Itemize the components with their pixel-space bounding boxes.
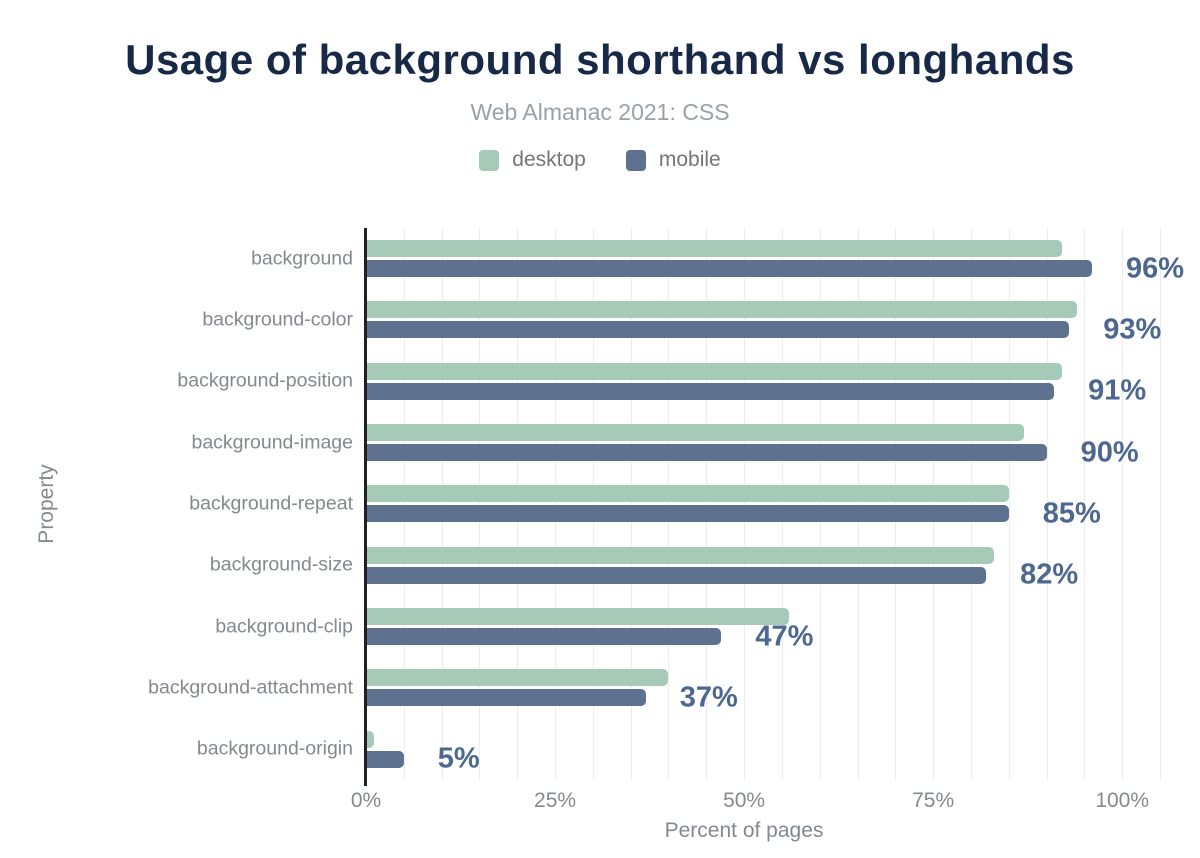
bar-desktop-background-color[interactable]: [366, 301, 1077, 319]
bar-mobile-background-image[interactable]: [366, 444, 1047, 462]
bar-desktop-background-repeat[interactable]: [366, 485, 1009, 503]
bar-group-background-origin: background-origin 5%: [197, 719, 1160, 780]
category-label: background-size: [209, 553, 353, 576]
bar-mobile-background[interactable]: [366, 260, 1092, 278]
bar-group-background-position: background-position 91%: [177, 351, 1160, 412]
gridline: [706, 228, 708, 780]
x-tick-label: 100%: [1095, 789, 1150, 812]
bar-mobile-background-color[interactable]: [366, 321, 1070, 339]
category-label: background-repeat: [189, 492, 353, 515]
bar-group-background-repeat: background-repeat 85%: [189, 473, 1160, 534]
bar-mobile-background-size[interactable]: [366, 566, 987, 584]
category-label: background-image: [191, 431, 353, 454]
bar-desktop-background-size[interactable]: [366, 546, 994, 564]
bar-desktop-background-origin[interactable]: [366, 730, 374, 748]
data-label: 93%: [1103, 313, 1162, 346]
data-label: 85%: [1042, 497, 1101, 530]
data-label: 37%: [679, 681, 738, 714]
bar-rows: background 96% background-color 93% backgrou…: [148, 228, 1184, 780]
bar-desktop-background-clip[interactable]: [366, 608, 790, 626]
gridline: [479, 228, 481, 780]
gridline: [781, 228, 783, 780]
data-label: 96%: [1125, 252, 1184, 285]
legend-item-desktop[interactable]: desktop: [479, 148, 586, 172]
bar-group-background-image: background-image 90%: [191, 412, 1160, 473]
chart-title: Usage of background shorthand vs longhan…: [125, 36, 1075, 83]
gridline: [970, 228, 972, 780]
gridline: [517, 228, 519, 780]
legend-item-mobile[interactable]: mobile: [625, 148, 721, 172]
data-label: 90%: [1080, 436, 1139, 469]
x-tick-label: 25%: [534, 789, 577, 812]
gridline: [895, 228, 897, 780]
legend-swatch-desktop[interactable]: [479, 149, 500, 171]
x-axis-title: Percent of pages: [664, 819, 824, 842]
bar-group-background-color: background-color 93%: [202, 289, 1162, 350]
bar-desktop-background-attachment[interactable]: [366, 669, 669, 687]
y-axis-line: [364, 228, 367, 786]
legend: desktop mobile: [0, 148, 1200, 172]
gridline: [1084, 228, 1086, 780]
gridline: [819, 228, 821, 780]
gridline: [555, 228, 557, 780]
bar-group-background-size: background-size 82%: [210, 535, 1160, 596]
legend-label-desktop: desktop: [512, 148, 586, 171]
gridline: [857, 228, 859, 780]
category-label: background-color: [202, 308, 353, 331]
gridline: [1046, 228, 1048, 780]
gridline: [1160, 228, 1161, 780]
gridline: [630, 228, 632, 780]
bar-mobile-background-clip[interactable]: [366, 628, 722, 646]
gridline: [933, 228, 935, 780]
category-label: background-attachment: [148, 676, 353, 699]
legend-swatch-mobile[interactable]: [625, 149, 646, 171]
category-label: background-position: [177, 369, 353, 392]
category-label: background: [251, 247, 353, 270]
chart-subtitle: Web Almanac 2021: CSS: [470, 99, 730, 125]
x-tick-label: 75%: [912, 789, 955, 812]
bar-mobile-background-origin[interactable]: [366, 750, 404, 768]
gridline: [1008, 228, 1010, 780]
gridline: [403, 228, 405, 780]
data-label: 82%: [1020, 558, 1079, 591]
bar-desktop-background-position[interactable]: [366, 362, 1062, 380]
data-label: 47%: [755, 620, 814, 653]
data-label: 91%: [1088, 374, 1147, 407]
gridline: [592, 228, 594, 780]
bar-mobile-background-position[interactable]: [366, 382, 1055, 400]
bar-group-background-clip: background-clip 47%: [215, 596, 1160, 657]
bar-mobile-background-repeat[interactable]: [366, 505, 1009, 523]
y-axis-title: Property: [35, 464, 58, 544]
x-tick-label: 50%: [723, 789, 766, 812]
gridline: [1122, 228, 1124, 780]
x-tick-label: 0%: [350, 789, 382, 812]
bar-group-background-attachment: background-attachment 37%: [148, 657, 1160, 718]
bar-group-background: background 96%: [251, 228, 1184, 289]
gridline: [441, 228, 443, 780]
category-label: background-origin: [196, 737, 353, 760]
data-label: 5%: [437, 742, 480, 775]
legend-label-mobile: mobile: [658, 148, 721, 171]
bar-desktop-background[interactable]: [366, 240, 1062, 258]
gridline: [744, 228, 746, 780]
bar-desktop-background-image[interactable]: [366, 424, 1024, 442]
gridline: [668, 228, 670, 780]
plot-area: background 96% background-color 93% backgrou…: [148, 228, 1184, 780]
bar-mobile-background-attachment[interactable]: [366, 689, 646, 707]
category-label: background-clip: [215, 615, 353, 638]
